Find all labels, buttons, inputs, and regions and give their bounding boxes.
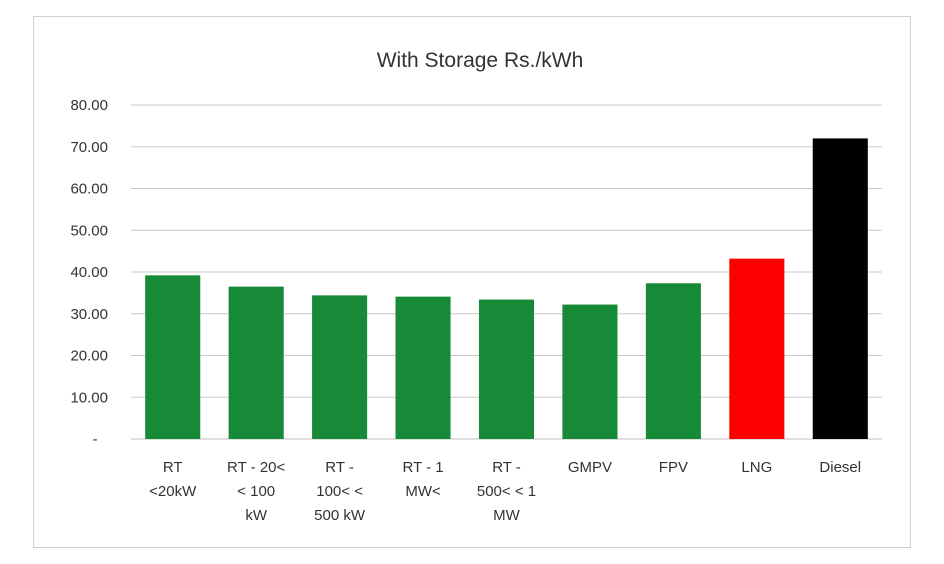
x-category-label: RT <20kW xyxy=(149,459,197,500)
y-tick-label: 50.00 xyxy=(70,222,108,239)
x-category-label: GMPV xyxy=(568,459,612,476)
bar xyxy=(729,258,785,439)
bar xyxy=(812,138,868,439)
x-category-label: LNG xyxy=(741,459,772,476)
y-tick-label: 40.00 xyxy=(70,264,108,281)
x-axis-labels: RT <20kW RT - 20< < 100 kW RT -100< <500 kW RT… xyxy=(149,459,861,524)
bar xyxy=(312,295,368,439)
chart-title: With Storage Rs./kWh xyxy=(377,49,584,72)
x-category-label: FPV xyxy=(659,459,688,476)
y-tick-label: 20.00 xyxy=(70,348,108,365)
bar xyxy=(395,296,451,439)
bar-chart: With Storage Rs./kWh - 10.00 20.00 30.00 40.… xyxy=(70,49,882,524)
bar xyxy=(478,299,535,439)
bar xyxy=(645,283,701,439)
y-tick-label: 80.00 xyxy=(70,97,108,114)
x-category-label: RT -100< <500 kW xyxy=(314,459,366,524)
x-category-label: RT -500< < 1 MW xyxy=(477,459,536,524)
bar xyxy=(145,275,201,439)
x-category-label: RT - 20< < 100 kW xyxy=(227,459,285,524)
bar xyxy=(562,304,618,439)
y-tick-label: - xyxy=(93,431,98,448)
y-tick-label: 30.00 xyxy=(70,306,108,323)
bars xyxy=(145,138,868,439)
y-tick-label: 70.00 xyxy=(70,139,108,156)
y-tick-label: 60.00 xyxy=(70,181,108,198)
chart-frame: With Storage Rs./kWh - 10.00 20.00 30.00 40.… xyxy=(33,16,911,548)
y-tick-label: 10.00 xyxy=(70,389,108,406)
x-category-label: RT - 1 MW< xyxy=(402,459,443,500)
x-category-label: Diesel xyxy=(819,459,861,476)
y-axis-ticks: - 10.00 20.00 30.00 40.00 50.00 60.00 70.00 80.0… xyxy=(70,97,108,448)
bar xyxy=(228,286,284,439)
